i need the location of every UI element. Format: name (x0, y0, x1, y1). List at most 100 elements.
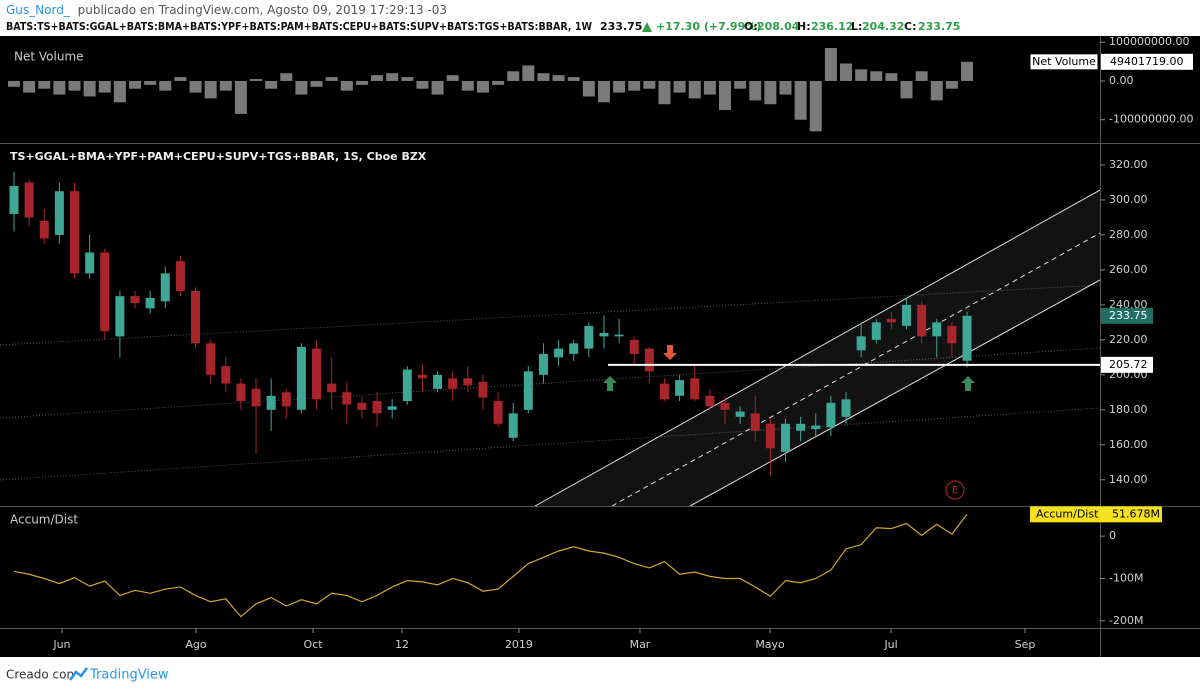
accum-last-box (1030, 506, 1162, 523)
volume-bar (779, 80, 792, 95)
candle-body (206, 343, 216, 375)
accum-last: 51.678M (1112, 507, 1160, 520)
change: +17.30 (+7.99%) (656, 20, 761, 33)
volume-bar (703, 80, 716, 95)
footer-brand[interactable]: TradingView (89, 668, 169, 683)
volume-bar (280, 73, 293, 81)
open-label: O: (744, 20, 758, 33)
volume-bar (355, 80, 368, 85)
candle-body (811, 425, 821, 430)
y-tick-label: 180.00 (1109, 403, 1148, 416)
channel-upper[interactable] (534, 189, 1100, 506)
candle-body (599, 332, 609, 337)
candle-body (675, 380, 685, 396)
candle-body (266, 395, 276, 410)
close-value: 233.75 (918, 20, 960, 33)
volume-bar (189, 80, 202, 93)
low-label: L: (851, 20, 862, 33)
x-tick-label: Mayo (755, 638, 785, 651)
candle-body (115, 296, 125, 337)
volume-bar (416, 80, 429, 89)
y-tick-label: 320.00 (1109, 158, 1148, 171)
volume-bar (567, 77, 580, 81)
header-line-1: Gus_Nord_ publicado en TradingView.com, … (6, 3, 447, 17)
candle-body (70, 191, 80, 274)
candle-body (327, 383, 337, 393)
y-tick-label: 160.00 (1109, 438, 1148, 451)
y-tick-label: -200M (1109, 614, 1143, 627)
x-tick-label: 2019 (505, 638, 533, 651)
candle-body (856, 336, 866, 351)
signals: E (603, 345, 975, 500)
volume-bar (234, 80, 247, 114)
candle-body (387, 406, 397, 410)
volume-bar (159, 80, 172, 91)
channel-lower[interactable] (689, 279, 1100, 506)
x-tick-label: Jun (52, 638, 70, 651)
volume-bar (401, 77, 414, 81)
volume-bar (824, 48, 837, 81)
brand-logo (69, 667, 88, 681)
candle-body (493, 401, 503, 424)
footer-created: Creado con (6, 668, 74, 682)
channel-mid[interactable] (611, 232, 1100, 506)
candle-body (644, 348, 654, 372)
candle-body (765, 423, 775, 449)
sell-arrow (663, 345, 677, 360)
volume-pane (7, 48, 974, 132)
accum-pane (13, 513, 968, 618)
volume-bar (537, 73, 550, 81)
candle-body (221, 366, 231, 384)
volume-bar (310, 80, 323, 87)
volume-bar (295, 80, 308, 95)
price-last: 233.75 (1109, 309, 1148, 322)
header-bg (0, 0, 1200, 36)
volume-bar (613, 80, 626, 93)
y-tick-label: 0.00 (1109, 74, 1134, 87)
candle-body (130, 296, 140, 304)
volume-last: 49401719.00 (1110, 55, 1183, 68)
volume-bar (38, 80, 51, 89)
chart-bg (0, 36, 1200, 657)
y-tick-label: 100000000.00 (1109, 35, 1189, 48)
close-label: C: (904, 20, 916, 33)
candle-body (281, 392, 291, 407)
volume-bar (658, 80, 671, 105)
volume-bar (809, 80, 822, 132)
candle-body (39, 220, 49, 239)
level-label: 205.72 (1109, 358, 1148, 371)
x-tick-label: 12 (395, 638, 409, 651)
volume-bar (507, 71, 520, 81)
candle-body (841, 399, 851, 417)
accum-line (13, 513, 968, 618)
candle-body (871, 322, 881, 340)
volume-bar (129, 80, 142, 89)
volume-bar (734, 80, 747, 89)
candle-body (569, 343, 579, 354)
y-tick-label: 260.00 (1109, 263, 1148, 276)
extended-channel (0, 407, 1100, 481)
candle-body (705, 395, 715, 407)
published: publicado en TradingView.com, Agosto 09,… (78, 3, 447, 17)
y-tick-label: 140.00 (1109, 473, 1148, 486)
candle-body (236, 383, 246, 402)
candle-body (690, 378, 700, 400)
earnings-marker[interactable] (945, 480, 965, 500)
volume-bar (749, 80, 762, 101)
candle-body (312, 348, 322, 400)
x-tick-label: Mar (630, 638, 651, 651)
volume-bar (870, 71, 883, 81)
candle-body (54, 191, 64, 235)
candle-body (9, 185, 19, 214)
volume-bar (688, 80, 701, 99)
candle-body (659, 383, 669, 400)
volume-bar (325, 77, 338, 81)
author[interactable]: Gus_Nord_ (6, 3, 71, 17)
y-tick-label: 300.00 (1109, 193, 1148, 206)
price-pane (9, 171, 972, 477)
volume-bar (930, 80, 943, 101)
earnings-label: E (952, 485, 958, 496)
volume-bar (673, 80, 686, 93)
volume-bar (68, 80, 81, 91)
